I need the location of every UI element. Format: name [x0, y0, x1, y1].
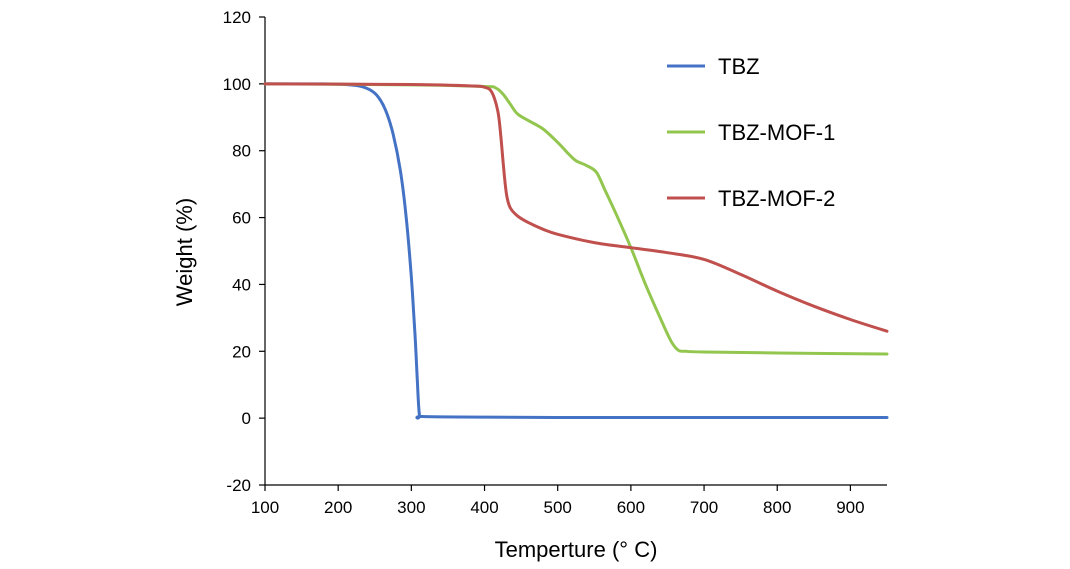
y-tick-label: 100	[223, 75, 251, 94]
legend-label-tbz: TBZ	[718, 54, 760, 79]
x-tick-label: 100	[251, 498, 279, 517]
y-tick-label: 120	[223, 8, 251, 27]
y-tick-label: 80	[232, 142, 251, 161]
y-axis-title: Weight (%)	[172, 198, 197, 306]
y-tick-label: 0	[242, 409, 251, 428]
legend: TBZ TBZ-MOF-1 TBZ-MOF-2	[667, 54, 835, 211]
x-tick-label: 800	[763, 498, 791, 517]
x-tick-label: 400	[470, 498, 498, 517]
axes: -20 0 20 40 60 80 100 120 100 200 300 400 500 600 700 8…	[223, 8, 887, 517]
x-tick-label: 300	[397, 498, 425, 517]
series-line-tbz	[263, 82, 889, 420]
legend-label-tbz-mof-1: TBZ-MOF-1	[718, 120, 835, 145]
series-line-tbz-mof-2	[263, 82, 889, 333]
x-tick-label: 200	[324, 498, 352, 517]
series-layer	[263, 82, 889, 420]
y-tick-label: 60	[232, 209, 251, 228]
y-tick-label: 20	[232, 342, 251, 361]
x-axis-title: Temperture (° C)	[495, 537, 658, 562]
x-tick-label: 900	[836, 498, 864, 517]
x-tick-label: 500	[544, 498, 572, 517]
y-tick-label: -20	[226, 476, 251, 495]
series-line-tbz-mof-1	[263, 82, 889, 356]
legend-label-tbz-mof-2: TBZ-MOF-2	[718, 186, 835, 211]
y-tick-label: 40	[232, 275, 251, 294]
x-tick-label: 700	[690, 498, 718, 517]
x-tick-label: 600	[617, 498, 645, 517]
